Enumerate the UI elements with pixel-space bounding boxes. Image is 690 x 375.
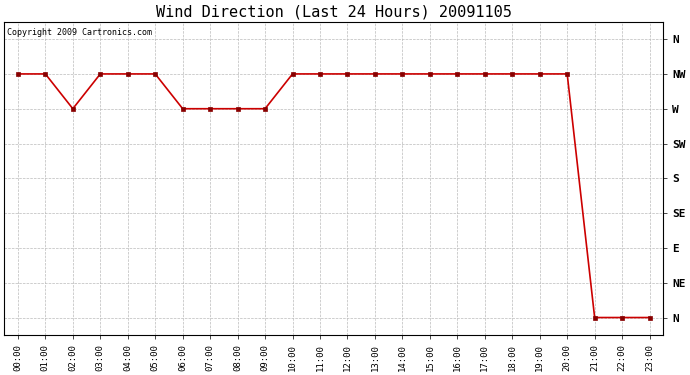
Title: Wind Direction (Last 24 Hours) 20091105: Wind Direction (Last 24 Hours) 20091105	[156, 4, 512, 19]
Text: Copyright 2009 Cartronics.com: Copyright 2009 Cartronics.com	[8, 28, 152, 37]
